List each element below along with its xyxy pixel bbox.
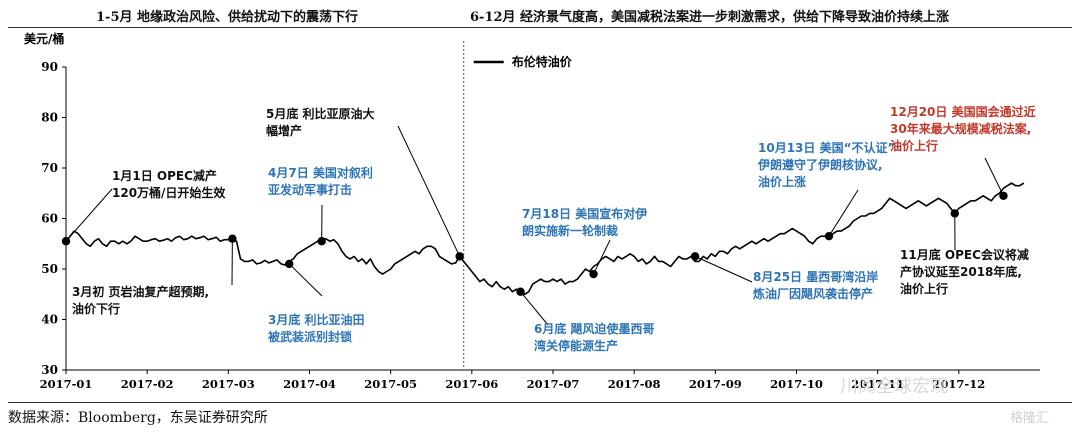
annotation-line: 产协议延至2018年底, [900,264,1022,279]
header-rule [8,27,1072,28]
annotation-connector [828,189,859,237]
annotation-connector [984,157,1004,196]
legend-label: 布伦特油价 [512,54,573,69]
annotation-jul18: 7月18日 美国宣布对伊朗实施新一轮制裁 [522,206,647,238]
annotation-line: 120万桶/日开始生效 [112,185,226,200]
annotation-line: 伊朗遵守了伊朗核协议, [757,157,883,172]
annotation-line: 炼油厂因飓风袭击停产 [753,286,873,301]
annotation-marker [824,231,834,241]
annotation-line: 朗实施新一轮制裁 [522,223,618,238]
annotation-line: 12月20日 美国国会通过近 [890,104,1036,119]
annotation-connector [65,188,113,242]
y-tick-label: 40 [41,313,58,327]
annotation-connector [520,291,549,326]
x-tick-label: 2017-05 [364,377,417,391]
annotation-line: 30年来最大规模减税法案, [890,121,1031,136]
annotation-line: 油价上行 [900,281,948,296]
x-tick-label: 2017-11 [851,377,904,391]
annotation-connector [694,255,753,283]
annotation-connector [397,125,461,257]
annotation-marker [455,252,464,261]
annotation-line: 油价上行 [890,138,938,153]
annotation-marker [589,269,598,279]
watermark-logo-text: 格隆汇 [1010,411,1050,426]
annotation-marker [950,209,959,218]
annotation-jan1: 1月1日 OPEC减产 120万桶/日开始生效 [112,168,226,200]
annotation-line: 湾关停能源生产 [534,338,618,353]
header-left: 1-5月 地缘政治风险、供给扰动下的震荡下行 [96,10,359,25]
x-tick-label: 2017-03 [202,377,255,391]
annotation-mar-early: 3月初 页岩油复产超预期, 油价下行 [72,284,209,316]
y-axis-label: 美元/桶 [24,31,64,46]
x-tick-label: 2017-04 [283,377,336,391]
annotation-line: 4月7日 美国对叙利 [268,165,373,180]
annotation-marker [228,234,237,243]
x-tick-label: 2017-02 [121,377,174,391]
annotation-nov-end: 11月底 OPEC会议将减产协议延至2018年底, 油价上行 [900,247,1029,296]
annotation-jun: 6月底 飓风迫使墨西哥湾关停能源生产 [534,321,655,353]
x-tick-label: 2017-10 [770,377,823,391]
annotation-line: 油价上涨 [758,174,806,189]
annotation-line: 被武装派别封锁 [268,329,352,344]
annotation-apr7: 4月7日 美国对叙利亚发动军事打击 [268,165,373,197]
annotation-mar-end: 3月底 利比亚油田被武装派别封锁 [268,312,365,344]
annotation-dec20: 12月20日 美国国会通过近 30年来最大规模减税法案, 油价上行 [890,104,1036,153]
annotation-line: 亚发动军事打击 [268,182,352,197]
annotation-oct13: 10月13日 美国“不认证” 伊朗遵守了伊朗核协议, 油价上涨 [757,140,895,189]
y-tick-label: 30 [41,363,58,377]
annotation-aug25: 8月25日 墨西哥湾沿岸炼油厂因飓风袭击停产 [753,269,878,301]
annotation-may-end: 5月底 利比亚原油大幅增产 [266,106,375,138]
annotation-connector [593,239,611,275]
annotation-line: 8月25日 墨西哥湾沿岸 [753,269,878,284]
x-tick-label: 2017-09 [689,377,742,391]
watermark-text: 川阅全球宏观 [840,376,948,397]
annotation-line: 3月初 页岩油复产超预期, [72,284,209,299]
annotation-line: 幅增产 [266,123,302,138]
y-tick-label: 60 [41,212,58,226]
annotation-line: 1月1日 OPEC减产 [112,168,217,183]
y-tick-label: 90 [41,60,58,74]
x-tick-label: 2017-01 [40,377,93,391]
source-note: 数据来源：Bloomberg，东吴证券研究所 [8,410,268,426]
x-tick-label: 2017-12 [932,377,985,391]
annotation-line: 3月底 利比亚油田 [268,312,365,327]
annotation-line: 7月18日 美国宣布对伊 [522,206,647,221]
x-tick-label: 2017-06 [445,377,498,391]
annotation-marker [61,237,71,246]
annotation-line: 10月13日 美国“不认证” [758,140,895,155]
annotation-line: 5月底 利比亚原油大 [266,106,375,121]
annotation-marker [285,259,294,269]
series-line-brent [65,182,1025,296]
header-right: 6-12月 经济景气度高，美国减税法案进一步刺激需求，供给下降导致油价持续上涨 [470,10,950,25]
y-tick-label: 80 [41,111,58,125]
annotation-marker [999,191,1008,200]
annotation-marker [690,252,700,261]
annotation-line: 油价下行 [72,301,120,316]
annotation-line: 6月底 飓风迫使墨西哥 [534,321,655,336]
annotation-marker [317,237,326,246]
x-tick-label: 2017-08 [608,377,661,391]
x-tick-label: 2017-07 [527,377,580,391]
y-tick-label: 70 [41,161,58,175]
annotation-marker [516,287,525,296]
annotation-line: 11月底 OPEC会议将减 [900,247,1029,262]
y-tick-label: 50 [41,262,58,276]
annotation-connector [288,263,323,297]
footer-rule [8,402,1072,403]
